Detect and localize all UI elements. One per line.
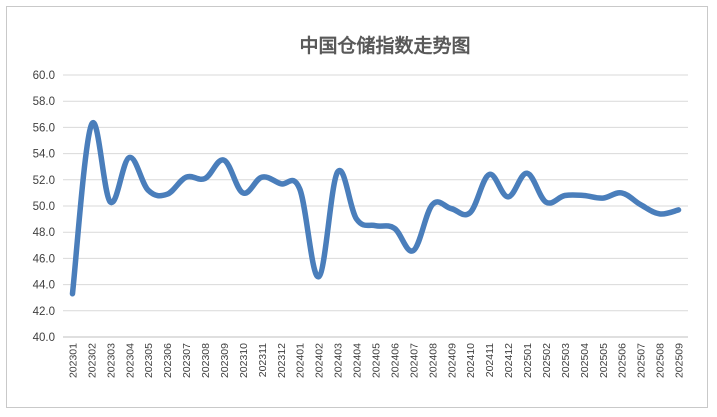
data-point <box>128 157 130 159</box>
data-point <box>583 195 585 197</box>
x-tick-label: 202504 <box>579 343 591 378</box>
data-point <box>318 276 320 278</box>
data-point <box>185 176 187 178</box>
x-tick-label: 202305 <box>143 343 155 378</box>
data-point <box>545 201 547 203</box>
data-point <box>640 204 642 206</box>
data-point <box>659 213 661 215</box>
x-tick-label: 202307 <box>181 343 193 378</box>
x-tick-label: 202506 <box>617 343 629 378</box>
x-tick-label: 202312 <box>276 343 288 378</box>
x-tick-label: 202411 <box>484 343 496 377</box>
data-point <box>166 193 168 195</box>
x-tick-label: 202406 <box>389 343 401 378</box>
series-group <box>69 119 682 297</box>
y-tick-label: 60.0 <box>33 70 55 82</box>
y-axis-ticks: 40.0 42.0 44.0 46.0 48.0 50.0 52.0 54.0 56.0 58.0… <box>33 70 55 344</box>
x-tick-label: 202408 <box>427 343 439 378</box>
y-tick-label: 50.0 <box>33 201 55 213</box>
data-point <box>109 201 111 203</box>
data-point <box>412 250 414 252</box>
data-point <box>602 197 604 199</box>
x-tick-label: 202310 <box>238 343 250 378</box>
x-tick-label: 202301 <box>67 343 79 378</box>
gridlines <box>63 74 688 338</box>
data-point <box>450 208 452 210</box>
data-point <box>375 225 376 227</box>
x-tick-label: 202404 <box>352 343 364 378</box>
x-tick-label: 202410 <box>465 343 477 378</box>
x-tick-label: 202403 <box>333 343 345 378</box>
data-point <box>469 212 471 214</box>
x-tick-label: 202304 <box>124 343 136 378</box>
data-point <box>261 176 263 178</box>
x-tick-label: 202501 <box>522 343 534 378</box>
y-tick-label: 44.0 <box>33 280 55 292</box>
x-tick-label: 202309 <box>219 343 231 378</box>
data-point <box>242 192 244 194</box>
data-point <box>678 209 680 211</box>
series-line <box>69 119 682 297</box>
x-tick-label: 202503 <box>560 343 572 378</box>
x-tick-label: 202401 <box>295 343 307 378</box>
x-tick-label: 202509 <box>674 343 686 378</box>
data-point <box>337 171 339 173</box>
x-tick-label: 202302 <box>86 343 98 378</box>
x-tick-label: 202311 <box>257 343 269 377</box>
y-tick-label: 54.0 <box>33 149 55 161</box>
x-tick-label: 202505 <box>598 343 610 378</box>
data-point <box>280 183 282 185</box>
x-tick-label: 202502 <box>541 343 553 378</box>
x-tick-label: 202409 <box>446 343 458 378</box>
x-tick-label: 202405 <box>371 343 383 378</box>
y-tick-label: 46.0 <box>33 253 55 265</box>
x-tick-label: 202303 <box>105 343 117 378</box>
x-tick-label: 202412 <box>503 343 515 378</box>
data-point <box>431 204 433 206</box>
data-point <box>564 195 566 197</box>
x-tick-label: 202508 <box>655 343 667 378</box>
y-tick-label: 58.0 <box>33 96 55 108</box>
x-tick-label: 202306 <box>162 343 174 378</box>
chart-frame <box>6 6 708 408</box>
data-point <box>71 293 73 295</box>
y-tick-label: 48.0 <box>33 227 55 239</box>
x-tick-label: 202308 <box>200 343 212 378</box>
x-tick-label: 202407 <box>408 343 420 378</box>
data-point <box>526 172 528 174</box>
y-tick-label: 40.0 <box>33 332 55 344</box>
x-axis-ticks: 202301 202302 202303 202304 202305 202306 2023… <box>67 343 685 378</box>
data-point <box>393 227 395 229</box>
data-point <box>90 124 92 126</box>
x-tick-label: 202507 <box>636 343 648 378</box>
x-tick-label: 202402 <box>314 343 326 378</box>
data-point <box>147 189 149 191</box>
data-point <box>488 174 490 176</box>
data-point <box>356 218 358 220</box>
data-point <box>507 196 509 198</box>
y-tick-label: 56.0 <box>33 122 55 134</box>
data-point <box>223 159 225 161</box>
chart-title: 中国仓储指数走势图 <box>299 34 470 57</box>
data-point <box>621 192 623 194</box>
data-point <box>204 177 206 179</box>
y-tick-label: 52.0 <box>33 175 55 187</box>
y-tick-label: 42.0 <box>33 306 55 318</box>
data-point <box>299 188 301 190</box>
